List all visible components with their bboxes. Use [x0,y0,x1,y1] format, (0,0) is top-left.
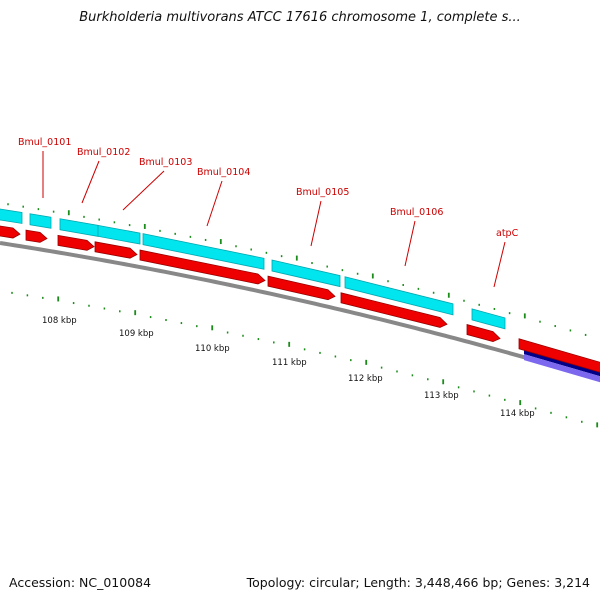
gene-label-bmul_0102[interactable]: Bmul_0102 [77,147,130,204]
scale-label: 114 kbp [500,409,535,419]
feature-block-light [524,354,600,383]
gene-name: Bmul_0104 [197,167,250,178]
reverse-cds-block [94,241,138,259]
forward-cds-block [0,208,23,224]
leader-line [122,170,165,211]
reverse-cds-block [466,324,501,343]
gene-labels: Bmul_0101 Bmul_0102 Bmul_0103 Bmul_0104 Bmul… [18,137,519,288]
forward-cds-block [271,259,341,288]
reverse-cds-block [25,229,48,243]
gene-name: Bmul_0105 [296,187,349,198]
reverse-cds-block [0,225,21,239]
gene-label-bmul_0105[interactable]: Bmul_0105 [296,187,349,247]
backbone-line [0,241,600,382]
leader-line [493,241,506,288]
gene-name: Bmul_0106 [390,207,443,218]
backbone-layer [0,241,600,382]
forward-cds-block [29,213,52,229]
gene-name: atpC [496,228,519,239]
scale-label: 111 kbp [272,358,307,368]
scale-label: 112 kbp [348,374,383,384]
forward-cds-block [471,308,506,330]
gene-label-bmul_0103[interactable]: Bmul_0103 [122,157,192,211]
gene-name: Bmul_0101 [18,137,71,148]
accession-text: Accession: NC_010084 [9,575,152,590]
scale-label: 109 kbp [119,329,154,339]
genome-summary-text: Topology: circular; Length: 3,448,466 bp… [246,575,590,590]
gene-label-bmul_0104[interactable]: Bmul_0104 [197,167,250,227]
leader-line [404,220,416,267]
gene-label-atpc[interactable]: atpC [493,228,519,288]
reverse-cds-block [267,275,336,301]
map-title: Burkholderia multivorans ATCC 17616 chro… [79,10,521,25]
scale-label: 110 kbp [195,344,230,354]
scale-label: 108 kbp [42,316,77,326]
reverse-cds-block [340,292,448,328]
reverse-cds-block [139,249,266,285]
reverse-cds-block [57,234,95,251]
reverse-cds-block [518,338,600,373]
gene-name: Bmul_0103 [139,157,192,168]
forward-cds-block [142,233,265,270]
leader-line [81,160,100,204]
forward-cds-block [59,218,99,237]
scale-label: 113 kbp [424,391,459,401]
scale-ticks: 108 kbp 109 kbp 110 kbp 111 kbp 112 kbp 113 k… [7,203,599,428]
leader-line [310,200,322,247]
forward-cds-block [97,224,141,245]
gene-label-bmul_0106[interactable]: Bmul_0106 [390,207,443,267]
gene-name: Bmul_0102 [77,147,130,158]
reverse-cds-track [0,225,600,373]
gene-label-bmul_0101[interactable]: Bmul_0101 [18,137,71,198]
forward-cds-block [344,276,454,316]
leader-line [206,180,223,227]
